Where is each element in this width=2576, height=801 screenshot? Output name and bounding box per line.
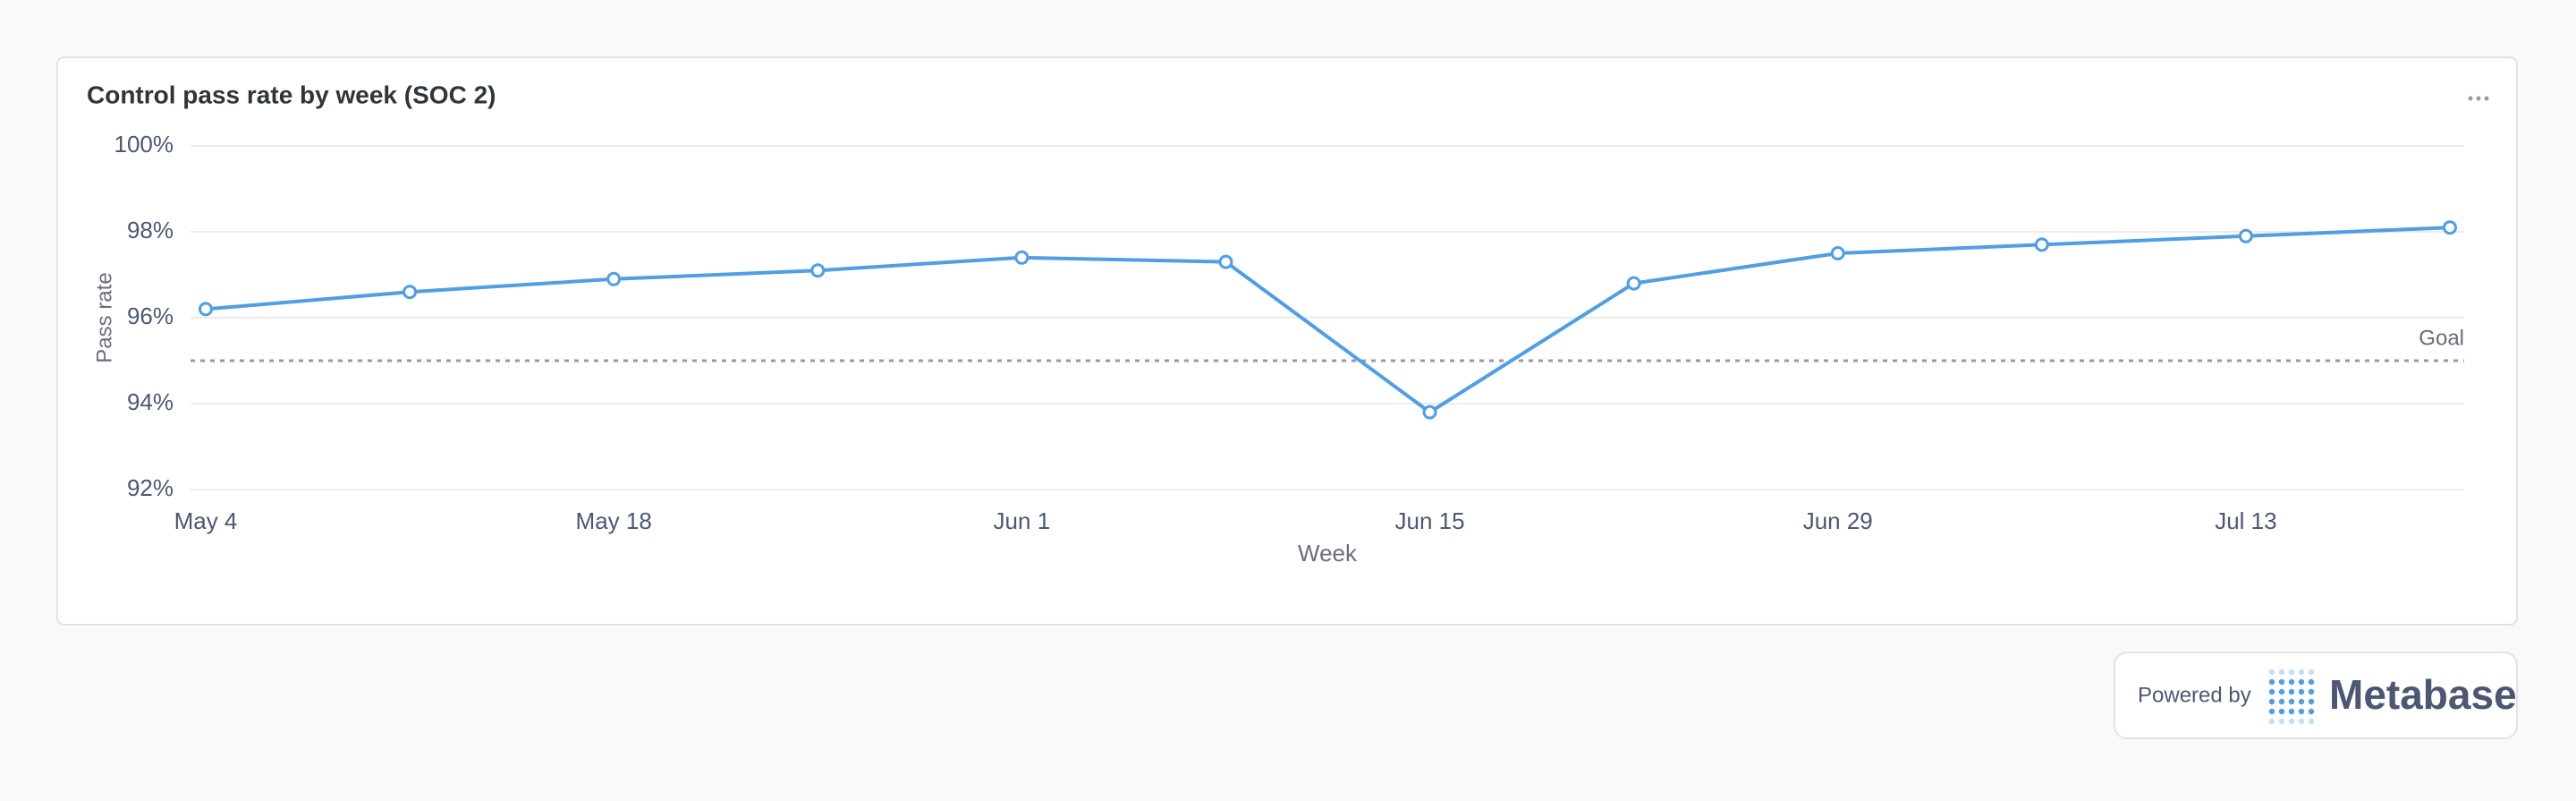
logo-dot <box>2288 678 2295 686</box>
logo-dot <box>2298 678 2305 686</box>
plot: 92% 94% 96% 98% 100% May 4 May 18 Jun 1 Jun 15 Ju… <box>114 131 2464 534</box>
data-point <box>2238 228 2253 243</box>
logo-dot <box>2298 718 2305 725</box>
menu-dots[interactable] <box>2468 96 2489 101</box>
logo-dot <box>2298 698 2305 705</box>
logo-dot <box>2308 698 2315 705</box>
y-tick-label: 92% <box>127 474 174 501</box>
powered-by: Powered by <box>2138 683 2251 707</box>
logo-dot <box>2268 669 2275 676</box>
logo-dot <box>2288 688 2295 695</box>
data-point <box>1422 405 1437 420</box>
logo-dot <box>2298 688 2305 695</box>
metabase-logo <box>2268 669 2315 725</box>
brand-name: Metabase <box>2329 671 2517 718</box>
dot <box>2484 96 2489 101</box>
chart-title: Control pass rate by week (SOC 2) <box>87 81 496 108</box>
y-tick-label: 94% <box>127 388 174 415</box>
logo-dot <box>2308 708 2315 715</box>
x-tick-label: May 4 <box>174 507 238 534</box>
dot <box>2476 96 2481 101</box>
data-point <box>402 285 418 300</box>
x-tick-label: Jul 13 <box>2215 507 2276 534</box>
x-tick-label: May 18 <box>576 507 652 534</box>
x-tick-label: Jun 1 <box>994 507 1051 534</box>
series-line <box>205 226 2451 414</box>
x-tick-label: Jun 29 <box>1803 507 1873 534</box>
logo-dot <box>2268 678 2275 686</box>
logo-dot <box>2278 688 2285 695</box>
goal-label: Goal <box>2419 326 2464 350</box>
logo-dot <box>2268 708 2275 715</box>
logo-dot <box>2278 718 2285 725</box>
logo-dot <box>2268 688 2275 695</box>
y-tick-label: 98% <box>127 217 174 243</box>
logo-dot <box>2278 698 2285 705</box>
data-point <box>199 302 213 317</box>
logo-dot <box>2278 708 2285 715</box>
data-point <box>1014 250 1030 265</box>
logo-dot <box>2308 688 2315 695</box>
logo-dot <box>2308 718 2315 725</box>
logo-dot <box>2268 718 2275 725</box>
data-point <box>1218 254 1233 269</box>
data-point <box>1830 246 1845 260</box>
logo-dot <box>2298 708 2305 715</box>
logo-dot <box>2288 718 2295 725</box>
data-point <box>2034 237 2049 252</box>
data-point <box>606 271 622 286</box>
y-axis-label: Pass rate <box>92 272 116 362</box>
data-point <box>810 263 826 278</box>
powered-by-badge[interactable] <box>2114 652 2518 739</box>
logo-dot <box>2268 698 2275 705</box>
data-point <box>1626 276 1641 291</box>
logo-dot <box>2278 678 2285 686</box>
x-tick-label: Jun 15 <box>1395 507 1465 534</box>
logo-dot <box>2288 698 2295 705</box>
data-point <box>2443 220 2457 235</box>
logo-dot <box>2298 669 2305 676</box>
logo-dot <box>2278 669 2285 676</box>
y-tick-label: 100% <box>114 131 174 158</box>
dot <box>2468 96 2473 101</box>
card <box>56 56 2518 626</box>
logo-dot <box>2308 678 2315 686</box>
logo-dot <box>2288 669 2295 676</box>
x-axis-label: Week <box>1298 540 1358 567</box>
logo-dot <box>2308 669 2315 676</box>
logo-dot <box>2288 708 2295 715</box>
y-tick-label: 96% <box>127 303 174 329</box>
